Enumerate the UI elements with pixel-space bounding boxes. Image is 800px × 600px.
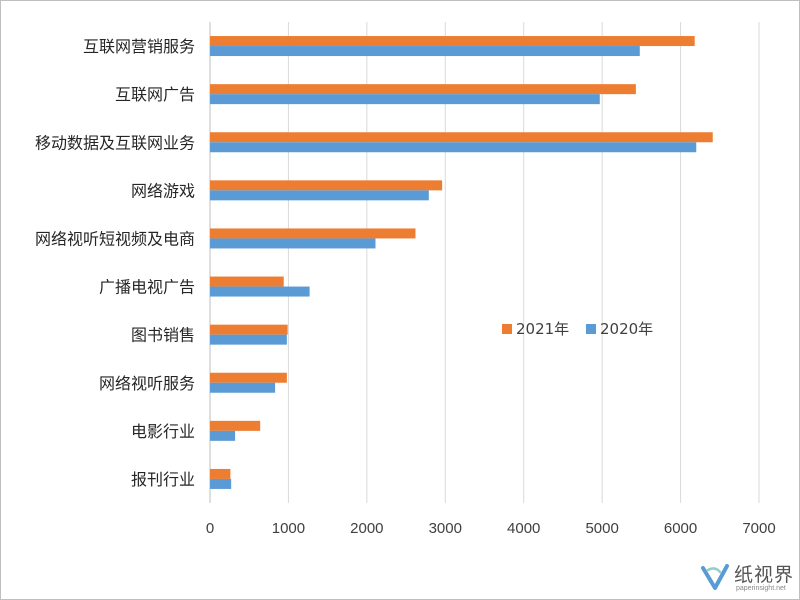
bar-2020 [210, 430, 236, 441]
bar-2020 [210, 94, 600, 105]
x-tick-label: 0 [206, 520, 214, 537]
bar-2020 [210, 334, 287, 345]
legend: 2021年 2020年 [502, 320, 653, 338]
bar-2021 [210, 276, 284, 287]
watermark-text: 纸视界 [734, 564, 795, 586]
category-label: 网络游戏 [131, 181, 195, 200]
bar-2021 [210, 180, 443, 191]
x-tick-labels: 0 1000 2000 3000 4000 5000 6000 7000 [206, 520, 776, 537]
category-label: 互联网营销服务 [83, 37, 195, 56]
x-tick-label: 4000 [507, 520, 540, 537]
bar-2020 [210, 238, 376, 249]
bar-2020 [210, 190, 429, 201]
bar-2020 [210, 142, 697, 153]
category-label: 图书销售 [131, 326, 195, 345]
bar-2020 [210, 382, 276, 393]
legend-swatch [502, 324, 512, 334]
bar-2021 [210, 420, 261, 431]
bar-2021 [210, 372, 287, 383]
x-tick-label: 1000 [272, 520, 305, 537]
watermark: 纸视界 paperinsight.net [700, 560, 796, 596]
bar-2021 [210, 324, 288, 335]
bar-2021 [210, 132, 713, 143]
x-tick-label: 5000 [585, 520, 618, 537]
x-tick-label: 6000 [664, 520, 697, 537]
x-tick-label: 3000 [429, 520, 462, 537]
legend-label: 2021年 [516, 320, 569, 338]
category-label: 网络视听服务 [99, 374, 195, 393]
bar-2021 [210, 84, 636, 95]
bar-2021 [210, 228, 416, 239]
bar-series [210, 36, 713, 489]
paperinsight-logo-icon [701, 564, 729, 590]
category-label: 网络视听短视频及电商 [35, 229, 195, 248]
bar-2021 [210, 468, 231, 479]
x-tick-label: 7000 [742, 520, 775, 537]
category-label: 互联网广告 [115, 85, 195, 104]
bar-2021 [210, 36, 695, 47]
watermark-subtext: paperinsight.net [736, 585, 786, 592]
legend-swatch [586, 324, 596, 334]
legend-label: 2020年 [600, 320, 653, 338]
category-labels: 互联网营销服务互联网广告移动数据及互联网业务网络游戏网络视听短视频及电商广播电视… [35, 37, 195, 489]
x-tick-label: 2000 [350, 520, 383, 537]
category-label: 广播电视广告 [99, 278, 195, 297]
bar-2020 [210, 286, 310, 297]
category-label: 移动数据及互联网业务 [35, 133, 195, 152]
category-label: 电影行业 [131, 422, 195, 441]
bar-2020 [210, 478, 232, 489]
bar-2020 [210, 46, 640, 57]
category-label: 报刊行业 [131, 470, 195, 489]
